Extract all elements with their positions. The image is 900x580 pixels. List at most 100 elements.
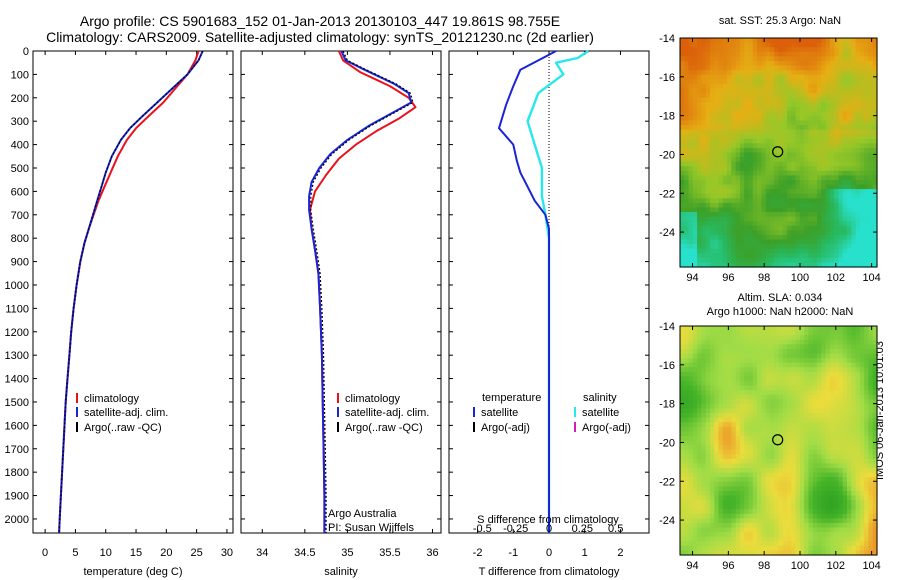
sla-map-cell <box>842 408 848 414</box>
sla-map-cell <box>765 522 771 529</box>
sst-map-cell <box>851 74 857 80</box>
sst-map-cell <box>765 253 771 259</box>
sst-map-cell <box>765 161 771 167</box>
sst-map-cell <box>851 83 857 89</box>
sst-map-cell <box>757 47 762 53</box>
sst-map-cell <box>701 216 707 222</box>
sla-map-cell <box>710 513 715 519</box>
sla-map-cell <box>684 422 690 428</box>
sla-map-cell <box>710 330 715 336</box>
sst-map-cell <box>774 97 780 103</box>
sla-map-cell <box>714 362 720 368</box>
sla-map-cell <box>847 458 852 464</box>
sla-map-cell <box>808 408 814 414</box>
sst-map-cell <box>748 184 754 190</box>
sst-map-cell <box>692 111 698 117</box>
sst-map-cell <box>769 125 775 131</box>
sst-map-cell <box>778 253 784 259</box>
sst-map-cell <box>752 88 758 94</box>
sla-map-cell <box>808 509 814 515</box>
sst-map-cell <box>855 184 861 190</box>
sla-map-cell <box>692 435 698 442</box>
sla-map-cell <box>692 500 698 506</box>
sla-map-cell <box>718 513 724 519</box>
sla-map-cell <box>684 344 690 350</box>
sla-map-cell <box>825 513 831 519</box>
sla-map-cell <box>787 422 792 428</box>
sst-map-cell <box>710 115 715 122</box>
sst-map-cell <box>774 60 780 67</box>
sst-map-cell <box>834 193 840 199</box>
sla-map-cell <box>718 541 724 547</box>
sst-map-cell <box>684 253 690 259</box>
sst-map-cell <box>799 102 805 108</box>
sst-map-cell <box>722 212 728 218</box>
sst-map-cell <box>855 170 861 176</box>
sla-map-cell <box>795 326 801 332</box>
sst-map-cell <box>817 198 822 204</box>
sst-map-cell <box>769 221 775 227</box>
sla-map-cell <box>684 463 690 469</box>
sla-map-cell <box>825 522 831 529</box>
sst-map-cell <box>769 97 775 103</box>
sla-map-cell <box>817 509 822 515</box>
sla-map-cell <box>727 330 732 336</box>
sst-map-cell <box>842 70 848 76</box>
sst-map-cell <box>705 42 711 48</box>
sst-map-cell <box>782 225 788 231</box>
sst-map-cell <box>697 60 702 67</box>
sla-map-cell <box>735 408 741 414</box>
sst-map-cell <box>761 216 767 222</box>
sla-map-cell <box>872 458 878 464</box>
sla-map-cell <box>847 353 852 359</box>
sla-map-cell <box>812 381 818 387</box>
sla-map-cell <box>684 381 690 387</box>
sla-map-cell <box>812 435 818 442</box>
sst-map-cell <box>838 253 844 259</box>
sst-map-cell <box>851 189 857 195</box>
sst-map-cell <box>795 88 801 94</box>
sla-map-cell <box>791 495 797 501</box>
sla-map-cell <box>680 513 685 519</box>
sst-map-cell <box>748 207 754 213</box>
sla-map-cell <box>774 371 780 377</box>
sla-map-cell <box>842 385 848 391</box>
sla-map-cell <box>791 390 797 396</box>
sst-map-cell <box>735 47 741 53</box>
sla-map-cell <box>859 513 865 519</box>
sla-map-cell <box>710 481 715 487</box>
sst-map-cell <box>808 51 814 57</box>
sst-map-cell <box>804 70 810 76</box>
sst-map-cell <box>872 65 878 71</box>
sla-map-cell <box>804 358 810 364</box>
sla-map-cell <box>761 367 767 373</box>
sla-map-cell <box>855 454 861 460</box>
sla-map-cell <box>808 381 814 387</box>
sst-map-cell <box>684 230 690 236</box>
sst-map-cell <box>842 161 848 167</box>
sla-map-cell <box>791 335 797 341</box>
sst-map-cell <box>791 111 797 117</box>
sla-map-cell <box>868 532 874 538</box>
sla-map-cell <box>761 413 767 419</box>
sst-map-cell <box>851 198 857 204</box>
sst-map-cell <box>740 184 745 190</box>
sst-map-cell <box>735 180 741 186</box>
sla-map-cell <box>804 532 810 538</box>
depth-tick-label: 1800 <box>5 467 29 479</box>
sst-map-cell <box>761 60 767 67</box>
sla-map-cell <box>705 545 711 551</box>
sst-map-cell <box>799 60 805 67</box>
sla-map-cell <box>812 495 818 501</box>
sla-map-cell <box>680 532 685 538</box>
sla-map-cell <box>722 495 728 501</box>
sla-map-cell <box>769 545 775 551</box>
sst-map-cell <box>769 207 775 213</box>
sst-map-cell <box>684 56 690 62</box>
sst-map-cell <box>680 230 685 236</box>
sst-map-cell <box>808 65 814 71</box>
sla-map-cell <box>684 509 690 515</box>
sla-map-cell <box>812 367 818 373</box>
sla-map-cell <box>795 445 801 451</box>
sst-map-cell <box>697 248 702 254</box>
